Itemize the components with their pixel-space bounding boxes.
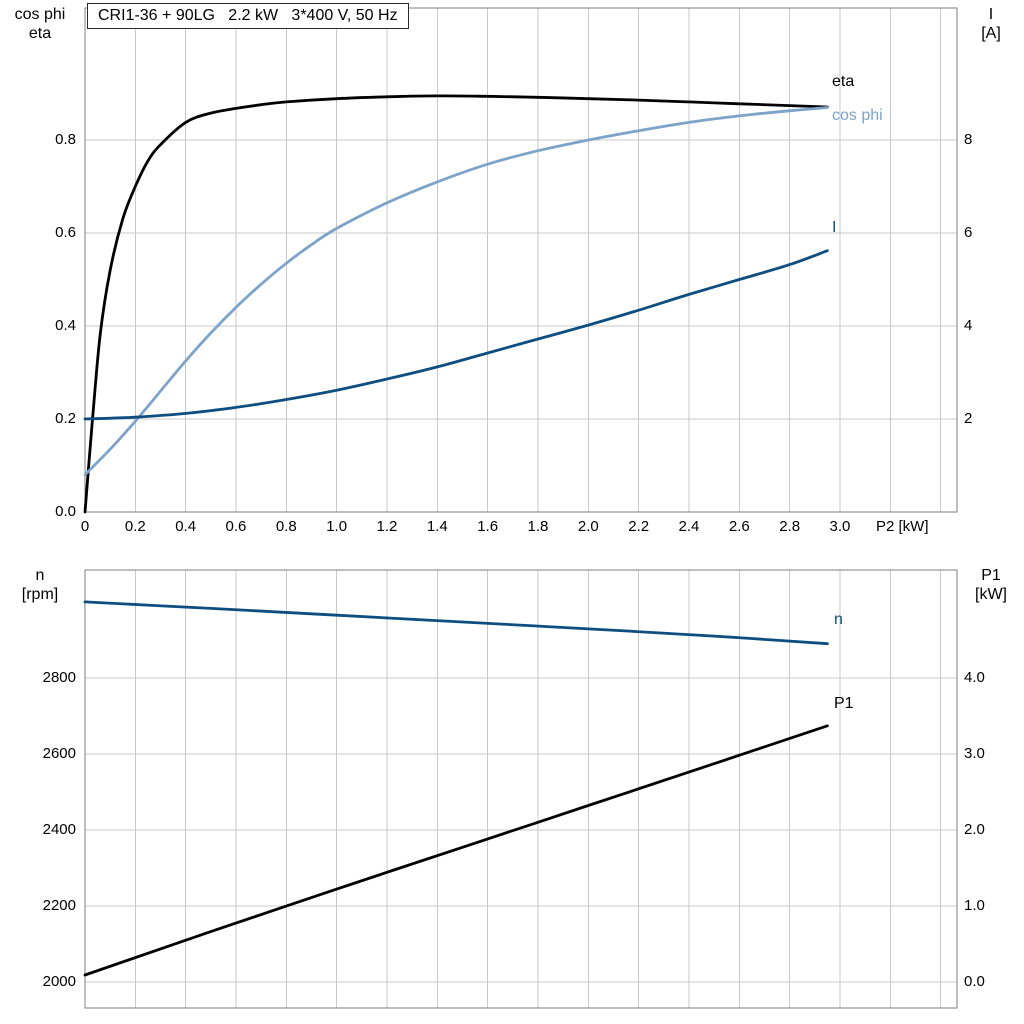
- chart2-left-axis-title: n [rpm]: [0, 566, 80, 604]
- curve-label-I: I: [832, 219, 837, 236]
- plot-border: [84, 7, 958, 513]
- x-tick-label: 2.2: [628, 518, 650, 535]
- axis-label-ampere-unit: [A]: [981, 25, 1001, 42]
- x-tick-label: 2.0: [577, 518, 599, 535]
- y-tick-label-right: 2: [964, 410, 973, 427]
- y-tick-label-left: 0.6: [55, 224, 76, 242]
- y-tick-label-left: 2200: [42, 896, 76, 914]
- x-axis-title: P2 [kW]: [876, 518, 929, 535]
- axis-label-kw-unit: [kW]: [975, 586, 1007, 603]
- y-tick-label-left: 0.4: [55, 317, 76, 335]
- curve-label-eta: eta: [832, 73, 855, 90]
- y-tick-label-left: 0.2: [55, 410, 76, 427]
- y-tick-label-left: 0.8: [55, 131, 76, 149]
- y-tick-label-left: 0.0: [55, 503, 76, 520]
- y-tick-label-right: 3.0: [964, 744, 985, 762]
- x-tick-label: 3.0: [829, 518, 851, 535]
- x-tick-label: 1.8: [527, 518, 549, 535]
- curve-label-cos-phi: cos phi: [832, 107, 883, 124]
- y-tick-label-right: 4: [964, 317, 973, 335]
- chart-1-plot: [83, 7, 958, 514]
- y-tick-label-left: 2600: [42, 744, 76, 762]
- series-n-curve: [83, 600, 829, 646]
- x-tick-label: 1.2: [376, 518, 398, 535]
- y-tick-label-right: 0.0: [964, 972, 985, 990]
- plot-border: [84, 569, 958, 1009]
- curve-label-P1: P1: [834, 695, 854, 712]
- chart1-right-axis-title: I [A]: [960, 5, 1022, 43]
- x-tick-label: 0.2: [124, 518, 146, 535]
- x-tick-label: 1.4: [426, 518, 448, 535]
- y-tick-label-right: 2.0: [964, 820, 985, 838]
- x-tick-label: 2.8: [779, 518, 801, 535]
- x-tick-label: 2.4: [678, 518, 700, 535]
- chart2-right-axis-title: P1 [kW]: [960, 566, 1022, 604]
- y-tick-label-left: 2800: [42, 668, 76, 686]
- y-tick-label-left: 2000: [42, 972, 76, 990]
- series-eta-curve: [83, 94, 829, 514]
- axis-label-eta: eta: [28, 25, 52, 42]
- x-tick-label: 0: [80, 518, 90, 535]
- x-tick-label: 1.0: [326, 518, 348, 535]
- series-cos-phi-curve: [83, 106, 829, 477]
- y-tick-label-left: 2400: [42, 820, 76, 838]
- y-tick-label-right: 6: [964, 224, 973, 242]
- chart-title-box: CRI1-36 + 90LG 2.2 kW 3*400 V, 50 Hz: [87, 3, 409, 29]
- series-P1-curve: [83, 724, 829, 977]
- x-tick-label: 0.4: [175, 518, 197, 535]
- axis-label-current: I: [988, 6, 994, 23]
- axis-label-p1: P1: [981, 567, 1001, 584]
- axis-label-cos-phi: cos phi: [14, 6, 66, 23]
- x-tick-label: 0.6: [225, 518, 247, 535]
- y-tick-label-right: 8: [964, 131, 973, 149]
- curve-label-n: n: [834, 611, 843, 628]
- x-tick-label: 1.6: [477, 518, 499, 535]
- y-tick-label-right: 4.0: [964, 668, 985, 686]
- x-tick-label: 2.6: [728, 518, 750, 535]
- y-tick-label-right: 1.0: [964, 896, 985, 914]
- axis-label-n: n: [35, 567, 45, 584]
- chart1-left-axis-title: cos phi eta: [0, 5, 80, 43]
- axis-label-rpm-unit: [rpm]: [21, 586, 59, 603]
- x-tick-label: 0.8: [275, 518, 297, 535]
- series-I-curve: [83, 249, 829, 421]
- chart-2-plot: [83, 569, 958, 1009]
